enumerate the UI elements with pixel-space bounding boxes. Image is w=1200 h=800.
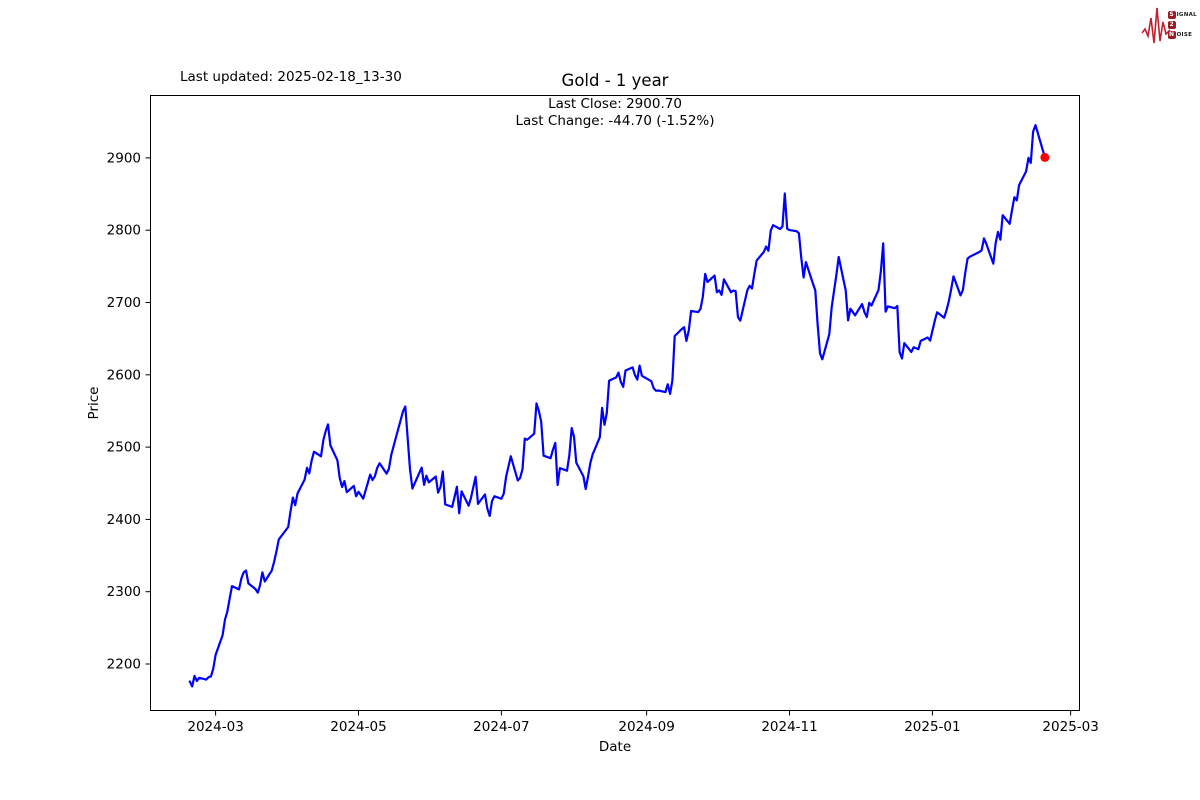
last-close-text: Last Close: 2900.70 xyxy=(548,96,682,112)
x-axis-tick-label: 2025-03 xyxy=(1042,719,1098,735)
logo-row-2: 2 xyxy=(1167,21,1197,30)
y-axis-tick-label: 2300 xyxy=(107,584,141,600)
y-axis-tick-label: 2400 xyxy=(107,512,141,528)
x-axis-tick-label: 2024-09 xyxy=(618,719,674,735)
y-axis-tick-label: 2600 xyxy=(107,367,141,383)
last-price-marker xyxy=(1040,152,1050,162)
logo-text: S IGNAL 2 N OISE xyxy=(1167,11,1197,40)
y-axis-tick-label: 2800 xyxy=(107,223,141,239)
y-axis-tick-label: 2700 xyxy=(107,295,141,311)
x-axis-label: Date xyxy=(598,739,632,755)
x-axis-tick-label: 2024-03 xyxy=(187,719,243,735)
logo-rest-signal: IGNAL xyxy=(1176,12,1197,18)
x-axis-tick-label: 2025-01 xyxy=(904,719,960,735)
signal2noise-logo: S IGNAL 2 N OISE xyxy=(1140,4,1197,46)
x-axis-tick-label: 2024-07 xyxy=(473,719,529,735)
y-axis-tick-label: 2200 xyxy=(107,657,141,673)
x-axis-tick-label: 2024-11 xyxy=(761,719,817,735)
logo-badge-n: N xyxy=(1167,31,1176,39)
chart-title: Gold - 1 year xyxy=(561,71,669,90)
logo-badge-2: 2 xyxy=(1167,21,1176,29)
last-updated-label: Last updated: 2025-02-18_13-30 xyxy=(180,69,402,85)
waveform-icon xyxy=(1140,7,1171,44)
logo-rest-noise: OISE xyxy=(1176,32,1193,38)
x-axis-tick-label: 2024-05 xyxy=(330,719,386,735)
y-axis-tick-label: 2500 xyxy=(107,440,141,456)
last-change-text: Last Change: -44.70 (-1.52%) xyxy=(515,113,715,129)
last-close-annotation: Last Close: 2900.70 Last Change: -44.70 … xyxy=(515,96,714,130)
logo-row-noise: N OISE xyxy=(1167,31,1197,40)
price-line xyxy=(188,123,1047,688)
logo-row-signal: S IGNAL xyxy=(1167,11,1197,20)
plot-border xyxy=(150,95,1080,711)
logo-badge-s: S xyxy=(1167,11,1176,19)
y-axis-tick-label: 2900 xyxy=(107,150,141,166)
